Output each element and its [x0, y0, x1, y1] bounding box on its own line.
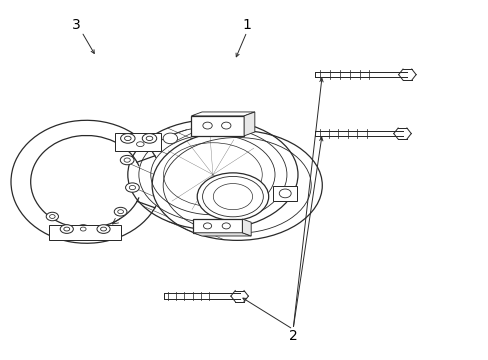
Ellipse shape — [46, 212, 59, 221]
Polygon shape — [242, 219, 251, 236]
Ellipse shape — [80, 227, 86, 231]
Ellipse shape — [120, 156, 134, 165]
Circle shape — [279, 189, 290, 198]
Ellipse shape — [125, 183, 139, 192]
Bar — [115, 133, 161, 152]
Ellipse shape — [97, 225, 110, 233]
Bar — [193, 219, 242, 233]
Circle shape — [163, 133, 177, 144]
Ellipse shape — [136, 142, 144, 147]
Ellipse shape — [124, 158, 130, 162]
Ellipse shape — [146, 136, 152, 140]
Ellipse shape — [114, 207, 127, 216]
Polygon shape — [193, 233, 251, 236]
Ellipse shape — [142, 134, 156, 143]
Ellipse shape — [132, 139, 148, 149]
Text: 2: 2 — [288, 329, 297, 343]
Bar — [191, 116, 244, 136]
Ellipse shape — [118, 210, 123, 214]
Circle shape — [222, 223, 230, 229]
Text: 1: 1 — [242, 18, 251, 32]
Ellipse shape — [60, 225, 73, 233]
Text: 3: 3 — [72, 18, 81, 32]
Ellipse shape — [124, 136, 131, 140]
Ellipse shape — [64, 227, 70, 231]
Ellipse shape — [121, 134, 135, 143]
Bar — [273, 186, 297, 201]
Circle shape — [203, 223, 211, 229]
Ellipse shape — [129, 185, 135, 190]
Ellipse shape — [101, 227, 106, 231]
Ellipse shape — [77, 225, 89, 233]
Bar — [49, 225, 121, 240]
Polygon shape — [191, 112, 254, 116]
Circle shape — [221, 122, 230, 129]
Ellipse shape — [49, 215, 55, 219]
Circle shape — [203, 122, 212, 129]
Polygon shape — [244, 112, 254, 136]
Ellipse shape — [197, 173, 268, 220]
